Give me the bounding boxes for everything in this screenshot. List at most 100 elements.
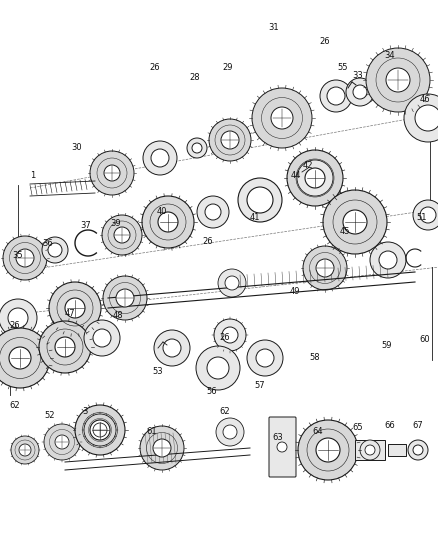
Circle shape [154,330,190,366]
Text: 31: 31 [268,23,279,33]
Circle shape [55,337,75,357]
Circle shape [8,308,28,328]
Text: 65: 65 [353,424,363,432]
FancyBboxPatch shape [269,417,296,477]
Text: 36: 36 [42,238,53,247]
Circle shape [353,85,367,99]
Circle shape [209,119,251,161]
Circle shape [197,196,229,228]
Text: 66: 66 [385,421,396,430]
Circle shape [214,319,246,351]
Text: 28: 28 [190,74,200,83]
Circle shape [252,88,312,148]
Circle shape [379,251,397,269]
Circle shape [75,405,125,455]
Circle shape [365,445,375,455]
Circle shape [205,204,221,220]
Circle shape [218,269,246,297]
Circle shape [65,298,85,318]
Text: 53: 53 [153,367,163,376]
Circle shape [316,259,334,277]
Circle shape [323,190,387,254]
Text: 1: 1 [30,171,35,180]
Text: 39: 39 [111,219,121,228]
Text: 63: 63 [272,433,283,442]
Circle shape [93,329,111,347]
Text: 35: 35 [13,251,23,260]
Circle shape [207,357,229,379]
Text: 44: 44 [291,172,301,181]
Circle shape [247,340,283,376]
Text: 62: 62 [10,400,20,409]
Circle shape [343,210,367,234]
Circle shape [48,243,62,257]
Circle shape [413,200,438,230]
Circle shape [420,207,436,223]
Circle shape [370,242,406,278]
Circle shape [196,346,240,390]
Circle shape [140,426,184,470]
Circle shape [327,87,345,105]
Circle shape [360,440,380,460]
Text: 59: 59 [382,341,392,350]
Text: 33: 33 [353,71,364,80]
Text: 40: 40 [157,207,167,216]
Circle shape [413,445,423,455]
Circle shape [55,435,69,449]
Text: 56: 56 [207,387,217,397]
Circle shape [42,237,68,263]
Circle shape [102,215,142,255]
Text: 45: 45 [340,228,350,237]
Circle shape [346,78,374,106]
Circle shape [366,48,430,112]
Text: 41: 41 [250,214,260,222]
Circle shape [153,439,171,457]
Text: 67: 67 [413,421,424,430]
Circle shape [187,138,207,158]
Circle shape [247,187,273,213]
Circle shape [90,151,134,195]
Text: 26: 26 [10,320,20,329]
Circle shape [216,418,244,446]
Text: 42: 42 [303,160,313,169]
Circle shape [256,349,274,367]
Circle shape [305,168,325,188]
Text: 58: 58 [310,353,320,362]
Text: 26: 26 [320,37,330,46]
Circle shape [316,438,340,462]
Circle shape [225,276,239,290]
Text: 62: 62 [220,408,230,416]
Circle shape [271,107,293,129]
Circle shape [9,347,31,369]
Circle shape [297,160,333,196]
Circle shape [277,442,287,452]
Circle shape [287,150,343,206]
Circle shape [404,94,438,142]
Text: 57: 57 [254,381,265,390]
Circle shape [320,80,352,112]
Circle shape [93,423,107,437]
Circle shape [408,440,428,460]
Circle shape [104,165,120,181]
Text: 29: 29 [223,63,233,72]
Text: 61: 61 [147,427,157,437]
Circle shape [306,169,324,187]
Circle shape [192,143,202,153]
Circle shape [158,212,178,232]
Circle shape [39,321,91,373]
Text: 3: 3 [82,408,88,416]
Circle shape [116,289,134,307]
Text: 51: 51 [417,214,427,222]
Text: 49: 49 [290,287,300,296]
Text: 60: 60 [420,335,430,344]
Circle shape [49,282,101,334]
Circle shape [19,444,31,456]
Circle shape [84,414,116,446]
Circle shape [11,436,39,464]
Circle shape [223,425,237,439]
Text: 48: 48 [113,311,124,320]
Circle shape [163,339,181,357]
Text: 64: 64 [313,427,323,437]
Circle shape [16,249,34,267]
Circle shape [143,141,177,175]
